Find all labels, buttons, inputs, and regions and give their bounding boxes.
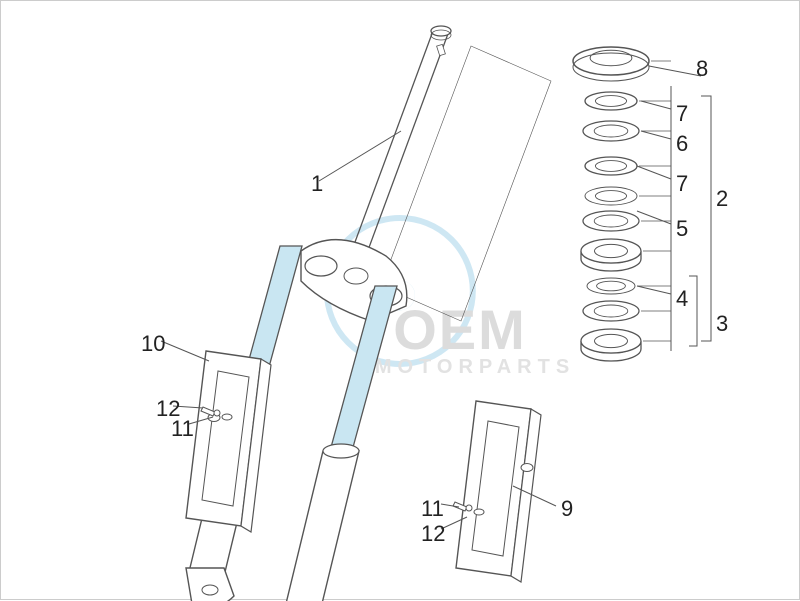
- callout-7: 7: [676, 101, 688, 127]
- callout-11b: 11: [421, 496, 444, 522]
- callout-10: 10: [141, 331, 165, 357]
- callout-1: 1: [311, 171, 323, 197]
- callout-5: 5: [676, 216, 688, 242]
- callout-6: 6: [676, 131, 688, 157]
- callout-12: 12: [156, 396, 180, 422]
- callout-2: 2: [716, 186, 728, 212]
- diagram-canvas: ◐ OEM MOTORPARTS 12345677891011121112: [0, 0, 800, 600]
- callout-4: 4: [676, 286, 688, 312]
- callout-8: 8: [696, 56, 708, 82]
- callout-7b: 7: [676, 171, 688, 197]
- callout-9: 9: [561, 496, 573, 522]
- callout-12b: 12: [421, 521, 445, 547]
- callout-3: 3: [716, 311, 728, 337]
